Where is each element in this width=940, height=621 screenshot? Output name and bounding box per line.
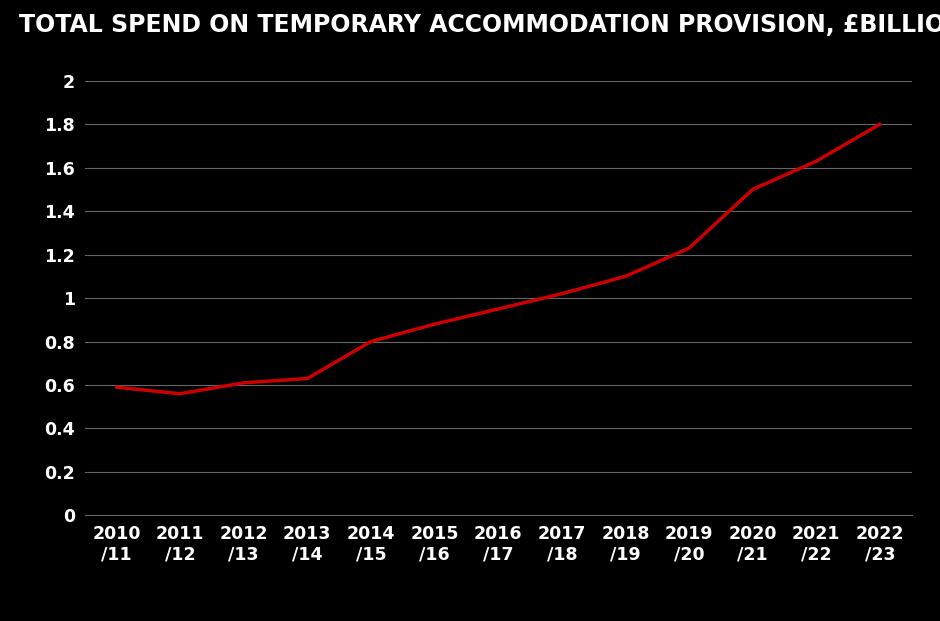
Text: TOTAL SPEND ON TEMPORARY ACCOMMODATION PROVISION, £BILLION: TOTAL SPEND ON TEMPORARY ACCOMMODATION P… <box>19 13 940 37</box>
